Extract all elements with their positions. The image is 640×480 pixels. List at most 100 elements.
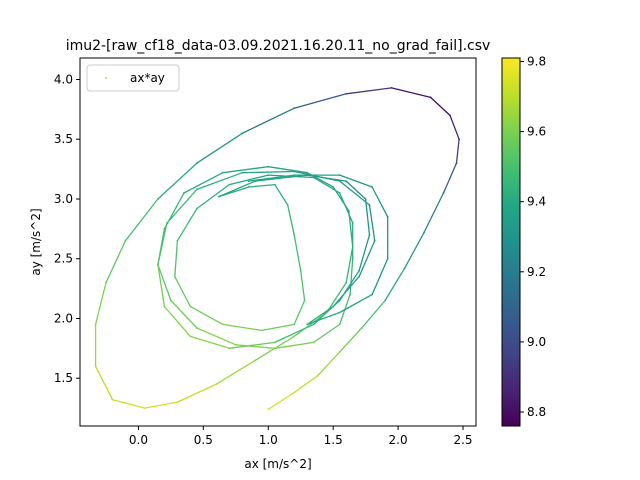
colorbar-tick-label: 9.2 bbox=[527, 265, 546, 279]
data-point bbox=[196, 162, 198, 165]
colorbar-tick-label: 9.4 bbox=[527, 195, 546, 209]
series-segment bbox=[371, 186, 389, 218]
data-point bbox=[267, 165, 270, 168]
data-point bbox=[347, 210, 350, 212]
series-segment bbox=[157, 264, 172, 302]
data-point bbox=[157, 263, 159, 266]
data-point bbox=[267, 174, 270, 177]
x-axis-ticks: 0.0 0.5 1.0 1.5 2.0 2.5 bbox=[129, 426, 473, 447]
y-tick-label: 2.5 bbox=[54, 252, 73, 266]
data-point bbox=[358, 269, 360, 272]
data-point bbox=[273, 341, 276, 344]
series-segment bbox=[176, 207, 198, 242]
series-segment bbox=[228, 341, 276, 349]
series-segment bbox=[222, 166, 269, 174]
y-axis-ticks: 1.5 2.0 2.5 3.0 3.5 4.0 bbox=[54, 73, 80, 385]
data-point bbox=[124, 239, 127, 242]
data-point bbox=[338, 192, 341, 194]
series-segment bbox=[241, 170, 295, 174]
data-point bbox=[170, 299, 172, 302]
series-segment bbox=[455, 138, 460, 164]
plot-marks bbox=[94, 87, 460, 411]
series-segment bbox=[306, 305, 334, 326]
series-segment bbox=[429, 96, 451, 117]
x-tick-label: 0.5 bbox=[194, 433, 213, 447]
data-point bbox=[183, 192, 185, 194]
series-segment bbox=[222, 323, 263, 332]
data-point bbox=[423, 231, 425, 234]
series-segment bbox=[105, 240, 127, 284]
series-segment bbox=[218, 180, 256, 198]
data-point bbox=[455, 162, 458, 165]
series-segment bbox=[166, 188, 198, 224]
series-segment bbox=[196, 132, 243, 164]
series-segment bbox=[124, 198, 159, 242]
legend: ax*ay bbox=[86, 64, 180, 92]
series-segment bbox=[163, 305, 192, 338]
series-segment bbox=[361, 299, 386, 329]
data-point bbox=[228, 347, 231, 350]
chart-title: imu2-[raw_cf18_data-03.09.2021.16.20.11_… bbox=[66, 38, 491, 54]
series-segment bbox=[449, 114, 460, 140]
series-segment bbox=[157, 264, 166, 308]
series-segment bbox=[326, 281, 347, 314]
series-segment bbox=[111, 399, 146, 409]
y-tick-label: 3.5 bbox=[54, 132, 73, 146]
data-point bbox=[293, 107, 296, 110]
series-segment bbox=[241, 107, 295, 134]
series-segment bbox=[287, 204, 295, 236]
data-point bbox=[196, 188, 198, 191]
data-point bbox=[215, 383, 218, 386]
series-segment bbox=[235, 344, 276, 349]
data-point bbox=[94, 323, 97, 326]
data-point bbox=[173, 275, 176, 278]
data-point bbox=[316, 374, 319, 377]
series-segment bbox=[306, 311, 341, 326]
colorbar-tick-label: 8.8 bbox=[527, 405, 546, 419]
series-segment bbox=[248, 174, 295, 182]
series-segment bbox=[170, 299, 198, 329]
data-point bbox=[390, 87, 393, 89]
series-segment bbox=[390, 87, 432, 99]
series-segment bbox=[261, 323, 295, 332]
y-tick-label: 1.5 bbox=[54, 371, 73, 385]
data-point bbox=[325, 311, 328, 314]
data-point bbox=[144, 407, 146, 409]
data-point bbox=[176, 401, 179, 403]
series-segment bbox=[339, 174, 373, 188]
y-tick-label: 2.0 bbox=[54, 311, 73, 325]
series-segment bbox=[183, 172, 224, 194]
series-segment bbox=[267, 166, 308, 174]
series-segment bbox=[316, 351, 341, 377]
colorbar-tick-label: 9.6 bbox=[527, 125, 546, 139]
data-point bbox=[338, 180, 341, 183]
data-point bbox=[332, 186, 335, 188]
data-point bbox=[105, 281, 107, 284]
series-segment bbox=[300, 270, 306, 302]
series-segment bbox=[339, 180, 371, 206]
series-segment bbox=[339, 293, 373, 314]
data-point bbox=[351, 257, 354, 260]
data-point bbox=[306, 171, 309, 174]
series-segment bbox=[267, 174, 315, 179]
data-point bbox=[221, 171, 224, 174]
legend-entry-label: ax*ay bbox=[130, 71, 165, 85]
series-segment bbox=[358, 240, 376, 278]
series-segment bbox=[403, 231, 425, 269]
data-point bbox=[442, 192, 445, 194]
data-point bbox=[267, 408, 270, 411]
series-segment bbox=[254, 174, 308, 182]
series-segment bbox=[274, 323, 315, 344]
data-point bbox=[312, 176, 315, 179]
series-segment bbox=[371, 258, 389, 296]
data-point bbox=[189, 305, 192, 308]
data-point bbox=[293, 170, 296, 173]
data-point bbox=[373, 239, 376, 242]
data-point bbox=[299, 269, 302, 272]
data-point bbox=[196, 207, 198, 210]
series-segment bbox=[293, 375, 319, 394]
series-segment bbox=[345, 246, 354, 284]
series-segment bbox=[196, 183, 230, 210]
data-point bbox=[293, 335, 296, 338]
